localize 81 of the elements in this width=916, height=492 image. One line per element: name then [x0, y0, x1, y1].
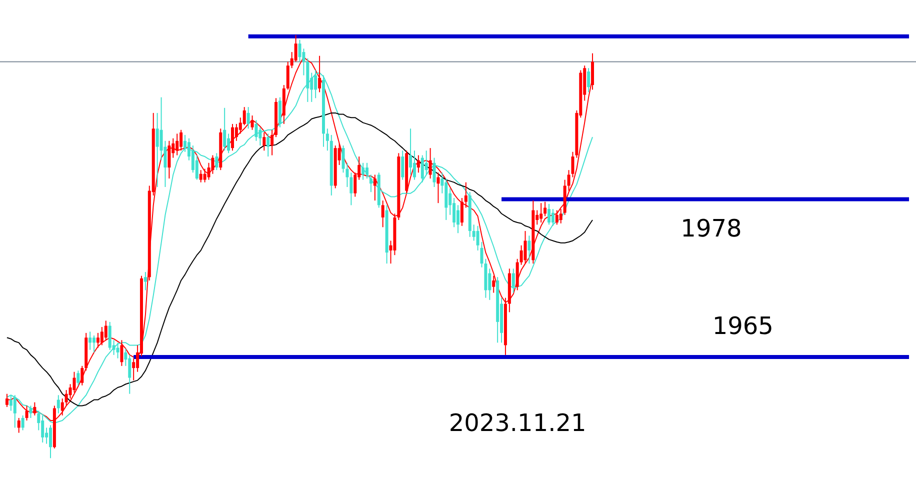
candlestick [76, 370, 80, 386]
series-label: 1965 [712, 312, 774, 340]
candlestick [184, 134, 187, 152]
candlestick [551, 208, 554, 226]
candlestick [242, 106, 246, 126]
candlestick [270, 129, 274, 156]
candlestick [144, 272, 147, 291]
candlestick [464, 182, 468, 208]
candlestick [92, 334, 96, 353]
candlestick [373, 174, 376, 202]
candlestick [326, 128, 329, 152]
candlestick [472, 224, 476, 242]
candlestick [180, 129, 183, 152]
candlestick [412, 150, 416, 180]
candlestick [544, 201, 547, 217]
candlestick [559, 208, 562, 224]
candlestick [223, 107, 226, 152]
candlestick [409, 128, 412, 176]
candlestick [33, 402, 36, 416]
candlestick [416, 154, 420, 174]
candlestick [56, 394, 60, 414]
candlestick [104, 320, 108, 341]
candlestick [424, 150, 428, 176]
candlestick [587, 68, 590, 93]
candlestick [88, 331, 92, 350]
candlestick [528, 235, 531, 264]
candlestick [230, 123, 234, 152]
candlestick [420, 154, 424, 183]
candlestick [60, 398, 64, 416]
candlestick [120, 340, 124, 366]
candlestick [9, 395, 12, 412]
candlestick [401, 150, 404, 180]
annotation: 2023.11.21 [448, 409, 586, 438]
candlestick [428, 148, 432, 180]
candlestick [254, 120, 258, 142]
candlestick [21, 414, 24, 431]
candlestick [199, 170, 202, 183]
candlestick [250, 114, 254, 130]
candlestick [49, 424, 52, 459]
candlestick [227, 133, 230, 154]
candlestick [80, 365, 84, 386]
candlestick [452, 197, 456, 228]
candlestick [168, 140, 171, 180]
candlestick [456, 204, 460, 234]
candlestick [520, 244, 523, 266]
candlestick [294, 34, 298, 62]
candlestick [96, 332, 100, 348]
candlestick [246, 106, 250, 130]
candlestick [369, 174, 372, 193]
candlestick [266, 133, 270, 158]
candlestick [350, 172, 353, 206]
candlestick [298, 39, 302, 62]
candlestick [460, 197, 464, 226]
series-label: 1978 [680, 214, 742, 242]
candlestick [203, 168, 206, 183]
candlestick [547, 203, 550, 226]
candlestick [381, 200, 384, 228]
candlestick [215, 152, 218, 171]
candlestick [512, 268, 515, 294]
candlestick [258, 126, 262, 146]
candlestick [195, 154, 198, 180]
candlestick [555, 210, 558, 226]
candlestick [64, 390, 68, 406]
candlestick [108, 321, 112, 350]
candlestick [432, 157, 436, 188]
candlestick [366, 162, 369, 180]
candlestick [116, 342, 120, 359]
candlestick [100, 326, 104, 346]
candlestick [128, 354, 132, 394]
candlestick [17, 417, 20, 434]
candlestick [286, 61, 290, 90]
candlestick [262, 132, 266, 152]
candlestick [540, 202, 543, 224]
candlestick [29, 405, 32, 418]
candlestick [278, 96, 282, 128]
candlestick [176, 133, 179, 156]
candlestick [362, 162, 365, 180]
candlestick [524, 230, 527, 264]
candlestick [156, 112, 159, 188]
candlestick [436, 172, 440, 204]
candlestick [492, 275, 496, 294]
